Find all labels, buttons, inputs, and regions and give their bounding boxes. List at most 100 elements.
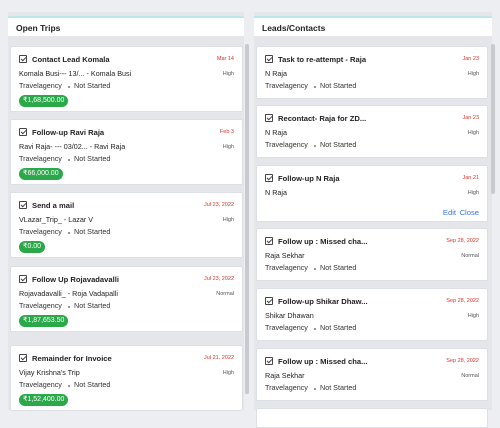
card-title: Follow-up Shikar Dhaw...: [278, 297, 368, 306]
due-date: Jul 23, 2022: [204, 202, 234, 208]
card-title: Contact Lead Komala: [32, 55, 110, 64]
priority: High: [467, 190, 479, 196]
subject: VLazar_Trip_ - Lazar V: [19, 215, 94, 224]
priority: Normal: [461, 253, 479, 259]
card[interactable]: [256, 408, 488, 428]
separator-dot: [314, 328, 316, 330]
priority: High: [222, 217, 234, 223]
module: Travelagency: [19, 380, 62, 389]
action-link[interactable]: Close: [459, 208, 479, 217]
checkbox[interactable]: [19, 275, 27, 283]
checkbox[interactable]: [265, 174, 273, 182]
subject: Vijay Krishna's Trip: [19, 368, 80, 377]
subject: Raja Sekhar: [265, 251, 305, 260]
priority: High: [467, 130, 479, 136]
subject: Rojavadavalli_ - Roja Vadapalli: [19, 289, 118, 298]
card[interactable]: Follow-up N Raja Jan 21 N Raja High Close Edi…: [256, 165, 488, 222]
page: (() => { const data = JSON.parse(documen…: [0, 0, 500, 410]
card-title: Follow-up Ravi Raja: [32, 128, 105, 137]
checkbox[interactable]: [265, 357, 273, 365]
separator-dot: [314, 86, 316, 88]
module: Travelagency: [265, 383, 308, 392]
checkbox[interactable]: [19, 354, 27, 362]
column-header: Leads/Contacts: [254, 16, 492, 36]
amount-badge: ₹66,000.00: [19, 168, 63, 180]
card[interactable]: Send a mail Jul 23, 2022 VLazar_Trip_ - La…: [10, 192, 243, 258]
amount-badge: ₹1,52,400.00: [19, 394, 69, 406]
card[interactable]: Follow up : Missed cha... Sep 28, 2022 Raj…: [256, 348, 488, 401]
card-title: Remainder for Invoice: [32, 354, 112, 363]
due-date: Jan 21: [462, 175, 479, 181]
due-date: Mar 14: [216, 56, 234, 62]
priority: High: [222, 144, 234, 150]
subject: N Raja: [265, 188, 287, 197]
amount-badge: ₹1,68,500.00: [19, 95, 69, 107]
module: Travelagency: [265, 323, 308, 332]
status: Not Started: [320, 263, 357, 272]
checkbox[interactable]: [265, 114, 273, 122]
status: Not Started: [320, 383, 357, 392]
card-title: Send a mail: [32, 201, 75, 210]
separator-dot: [314, 388, 316, 390]
separator-dot: [68, 385, 70, 387]
checkbox[interactable]: [265, 297, 273, 305]
due-date: Feb 3: [219, 129, 234, 135]
status: Not Started: [320, 140, 357, 149]
separator-dot: [68, 232, 70, 234]
status: Not Started: [74, 154, 111, 163]
scrollbar[interactable]: [491, 44, 495, 194]
card[interactable]: Follow up : Missed cha... Sep 28, 2022 Raj…: [256, 228, 488, 281]
checkbox[interactable]: [19, 55, 27, 63]
card[interactable]: Recontact- Raja for ZD... Jan 23 N Raja Hig…: [256, 105, 488, 158]
module: Travelagency: [265, 263, 308, 272]
checkbox[interactable]: [19, 201, 27, 209]
status: Not Started: [74, 227, 111, 236]
subject: Ravi Raja- --- 03/02... - Ravi Raja: [19, 142, 126, 151]
subject: Raja Sekhar: [265, 371, 305, 380]
module: Travelagency: [265, 81, 308, 90]
due-date: Jul 23, 2022: [204, 276, 234, 282]
module: Travelagency: [19, 154, 62, 163]
separator-dot: [314, 145, 316, 147]
status: Not Started: [74, 380, 111, 389]
action-link[interactable]: Edit: [442, 208, 456, 217]
card-title: Follow Up Rojavadavalli: [32, 275, 119, 284]
scrollbar[interactable]: [245, 44, 249, 394]
module: Travelagency: [19, 81, 62, 90]
card[interactable]: Task to re-attempt - Raja Jan 23 N Raja Hig…: [256, 46, 488, 99]
priority: High: [222, 71, 234, 77]
due-date: Jan 23: [462, 115, 479, 121]
card[interactable]: Contact Lead Komala Mar 14 Komala Busi--- …: [10, 46, 243, 112]
subject: N Raja: [265, 69, 287, 78]
card[interactable]: Follow-up Ravi Raja Feb 3 Ravi Raja- --- 0…: [10, 119, 243, 185]
checkbox[interactable]: [265, 55, 273, 63]
priority: Normal: [216, 291, 234, 297]
status: Not Started: [320, 81, 357, 90]
separator-dot: [68, 159, 70, 161]
subject: N Raja: [265, 128, 287, 137]
checkbox[interactable]: [265, 237, 273, 245]
card-title: Follow-up N Raja: [278, 174, 340, 183]
checkbox[interactable]: [19, 128, 27, 136]
subject: Shikar Dhawan: [265, 311, 314, 320]
priority: High: [467, 71, 479, 77]
card[interactable]: Follow-up Shikar Dhaw... Sep 28, 2022 Shik…: [256, 288, 488, 341]
amount-badge: ₹0.00: [19, 241, 46, 253]
module: Travelagency: [19, 301, 62, 310]
due-date: Jan 23: [462, 56, 479, 62]
card[interactable]: Remainder for Invoice Jul 21, 2022 Vijay K…: [10, 345, 243, 411]
status: Not Started: [74, 81, 111, 90]
separator-dot: [68, 306, 70, 308]
amount-badge: ₹1,87,653.50: [19, 315, 69, 327]
card-title: Recontact- Raja for ZD...: [278, 114, 367, 123]
priority: High: [467, 313, 479, 319]
subject: Komala Busi--- 13/... - Komala Busi: [19, 69, 132, 78]
card-title: Follow up : Missed cha...: [278, 237, 368, 246]
due-date: Sep 28, 2022: [446, 358, 479, 364]
status: Not Started: [74, 301, 111, 310]
separator-dot: [314, 268, 316, 270]
due-date: Jul 21, 2022: [204, 355, 234, 361]
module: Travelagency: [265, 140, 308, 149]
card-title: Task to re-attempt - Raja: [278, 55, 367, 64]
card[interactable]: Follow Up Rojavadavalli Jul 23, 2022 Rojav…: [10, 266, 243, 332]
